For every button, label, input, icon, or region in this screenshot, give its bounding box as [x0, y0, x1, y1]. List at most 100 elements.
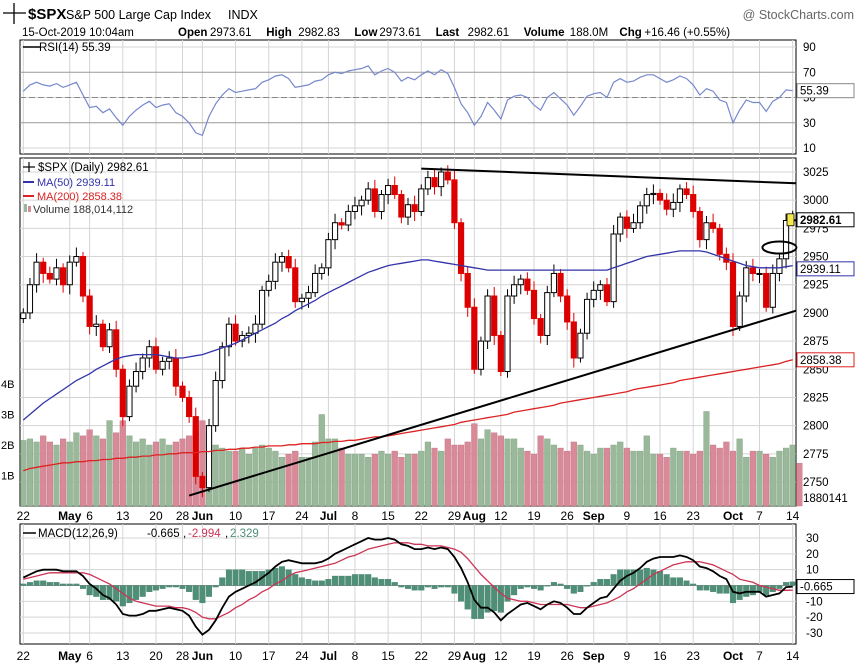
macd-histogram-bar	[438, 585, 445, 588]
macd-histogram-bar	[776, 585, 783, 589]
volume-bar	[365, 457, 372, 507]
candle-body	[749, 267, 756, 274]
volume-bar	[325, 438, 332, 507]
candle-body	[53, 267, 60, 280]
candle-body	[564, 295, 571, 323]
candle-body	[60, 267, 67, 286]
candle-body	[179, 385, 186, 398]
brand-watermark: @ StockCharts.com	[743, 8, 854, 22]
x-tick-label-1: May	[58, 509, 82, 523]
volume-bar	[630, 450, 637, 507]
candle-body	[431, 177, 438, 188]
rsi-legend-text: RSI(14) 55.39	[39, 42, 111, 54]
macd-histogram-bar	[477, 585, 484, 619]
macd-histogram-bar	[564, 585, 571, 589]
macd-histogram-bar	[159, 585, 166, 589]
x-tick-label-10: Jul	[320, 509, 337, 523]
macd-last-label-box	[796, 579, 855, 595]
x-tick-label-bottom-7: 10	[229, 649, 243, 663]
macd-histogram-bar	[577, 585, 584, 592]
candle-body	[278, 256, 286, 263]
macd-histogram-bar	[431, 585, 438, 589]
macd-histogram-bar	[385, 579, 392, 586]
volume-bar	[259, 444, 266, 507]
volume-bar	[703, 411, 710, 507]
candle-body	[139, 357, 146, 373]
candle-body	[26, 284, 34, 314]
candle-body	[597, 284, 604, 291]
macd-histogram-bar	[676, 577, 683, 586]
volume-bar	[696, 450, 703, 507]
x-tick-label-14: 29	[448, 509, 462, 523]
quote-label-2: Low	[354, 27, 377, 39]
x-tick-label-12: 15	[381, 509, 395, 523]
candle-body	[205, 425, 213, 489]
volume-bar	[504, 438, 511, 507]
ma50-last-label: 2939.11	[800, 264, 841, 276]
candle-body	[331, 222, 339, 241]
macd-histogram-bar	[703, 585, 710, 591]
price-last-label-box	[796, 212, 855, 228]
macd-histogram-bar	[643, 567, 650, 586]
macd-histogram-bar	[557, 583, 564, 586]
volume-bar	[219, 447, 226, 507]
candle-body	[391, 185, 398, 196]
volume-bar	[544, 438, 551, 507]
candle-body	[292, 267, 299, 303]
volume-bar	[623, 447, 630, 507]
volume-bar	[318, 414, 325, 507]
macd-histogram-bar	[225, 569, 232, 586]
candle-body	[245, 332, 252, 336]
x-tick-label-21: 16	[653, 509, 667, 523]
volume-bar	[73, 432, 80, 507]
x-tick-label-20: 9	[624, 509, 631, 523]
candle-body	[33, 261, 40, 286]
macd-histogram-bar	[119, 585, 126, 607]
candle-body	[73, 256, 80, 263]
volume-bar	[199, 420, 206, 507]
candle-body	[444, 171, 451, 181]
candle-body	[643, 194, 650, 207]
macd-histogram-bar	[749, 585, 756, 596]
volume-bar	[179, 438, 186, 507]
last-price-marker	[786, 213, 795, 227]
macd-histogram-bar	[458, 585, 465, 602]
candle-body	[491, 295, 498, 336]
crosshair-logo-icon	[3, 3, 26, 24]
rsi-line	[22, 65, 793, 137]
macd-histogram-bar	[219, 577, 226, 586]
candle-body	[736, 295, 743, 327]
volume-bar	[305, 457, 312, 507]
macd-histogram-bar	[199, 585, 206, 604]
x-tick-label-16: 12	[494, 509, 508, 523]
candle-body	[570, 321, 577, 359]
macd-tick-6: -30	[806, 628, 823, 640]
quote-value-5: +16.46 (+0.55%)	[644, 27, 730, 39]
x-tick-label-bottom-20: 9	[624, 649, 631, 663]
rsi-tick-0: 90	[803, 42, 816, 54]
candle-body	[729, 261, 737, 327]
candle-body	[457, 222, 465, 274]
x-tick-label-23: Oct	[723, 509, 743, 523]
x-tick-label-22: 23	[687, 509, 701, 523]
candle-body	[378, 194, 385, 212]
macd-histogram-bar	[617, 569, 624, 586]
volume-bar	[378, 450, 385, 507]
candle-body	[464, 272, 471, 308]
macd-histogram-bar	[491, 585, 498, 611]
volume-bar	[398, 457, 405, 507]
macd-histogram-bar	[404, 585, 412, 589]
x-tick-label-bottom-4: 20	[149, 649, 163, 663]
rsi-tick-1: 70	[803, 67, 816, 79]
volume-bar	[358, 453, 365, 507]
volume-bar	[729, 450, 737, 507]
macd-tick-2: 10	[806, 565, 819, 577]
candle-body	[477, 340, 485, 370]
axis-labels: 2222MayMay66131320202828JunJun1010171724…	[1, 42, 855, 663]
macd-histogram-bar	[531, 585, 538, 589]
candle-body	[192, 416, 199, 477]
volume-bar	[438, 450, 445, 507]
volume-legend-text: Volume 188,014,112	[33, 204, 133, 216]
macd-legend-macd: -0.665	[147, 528, 180, 540]
volume-bar	[617, 441, 624, 507]
